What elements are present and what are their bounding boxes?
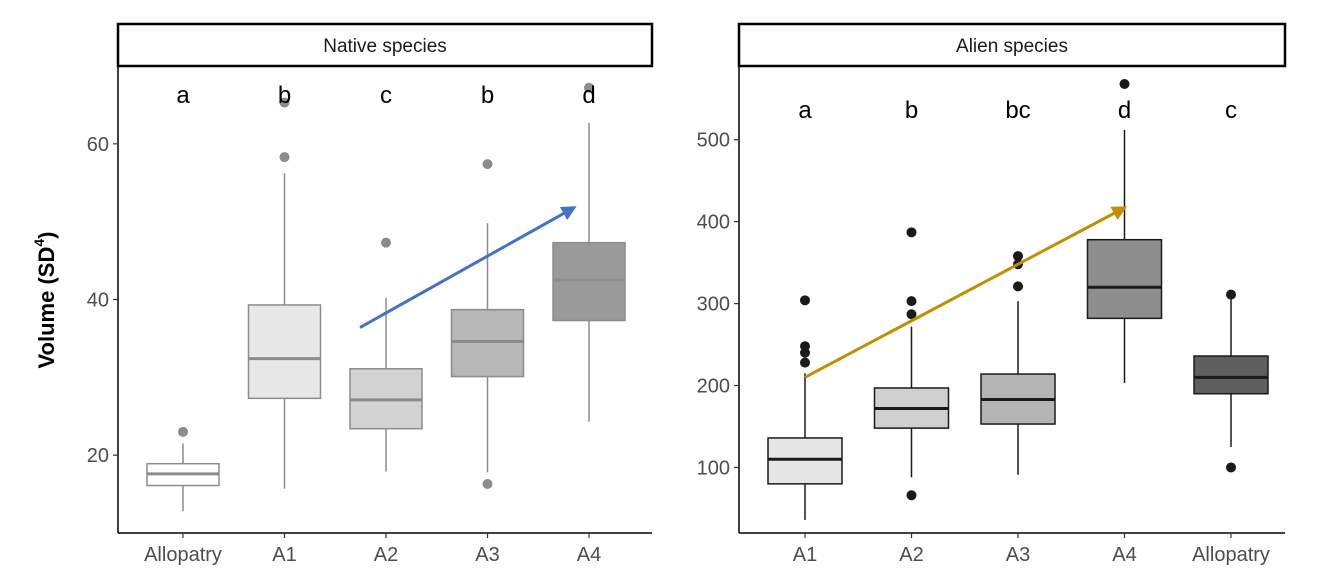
x-tick-label: Allopatry — [144, 544, 222, 566]
y-axis-label: Volume (SD4) — [31, 232, 59, 369]
x-tick-label: Allopatry — [1192, 544, 1270, 566]
x-tick-label: A1 — [272, 544, 296, 566]
y-axis-label-text: Volume — [34, 291, 59, 369]
box-a3 — [981, 251, 1055, 475]
panel-alien-species: Alien species 100 200 300 400 500 A1 A2 A3 A4 All… — [697, 24, 1285, 566]
box-a1 — [249, 98, 321, 489]
x-tick-label: A4 — [1112, 544, 1136, 566]
outlier-point — [1013, 281, 1023, 291]
box-allopatry — [147, 427, 219, 511]
outlier-point — [800, 341, 810, 351]
box-iqr — [553, 243, 625, 321]
box-a1 — [768, 295, 842, 520]
outlier-point — [1226, 290, 1236, 300]
box-iqr — [1088, 240, 1162, 319]
significance-letter: bc — [1005, 97, 1030, 124]
outlier-point — [800, 295, 810, 305]
y-tick-label: 400 — [697, 212, 730, 234]
y-tick-label: 100 — [697, 457, 730, 479]
outlier-point — [907, 490, 917, 500]
x-tick-label: A3 — [1006, 544, 1030, 566]
significance-letter: a — [176, 82, 190, 109]
significance-letter: d — [1118, 97, 1131, 124]
outlier-point — [907, 296, 917, 306]
trend-arrow — [805, 208, 1125, 378]
x-tick-label: A3 — [475, 544, 499, 566]
significance-letter: a — [798, 97, 812, 124]
significance-letter: b — [278, 82, 291, 109]
panel-title-native-species: Native species — [323, 36, 447, 57]
y-axis-label-exponent: 4 — [31, 239, 47, 247]
y-tick-label: 20 — [87, 445, 109, 467]
significance-letter: d — [582, 82, 595, 109]
significance-letter: c — [380, 82, 392, 109]
outlier-point — [800, 358, 810, 368]
x-tick-label: A1 — [793, 544, 817, 566]
box-a4 — [1088, 79, 1162, 383]
outlier-point — [381, 238, 391, 248]
x-tick-label: A4 — [577, 544, 601, 566]
box-iqr — [249, 305, 321, 398]
outlier-point — [907, 227, 917, 237]
significance-letter: c — [1225, 97, 1237, 124]
x-tick-label: A2 — [899, 544, 923, 566]
box-iqr — [452, 310, 524, 377]
y-tick-label: 500 — [697, 130, 730, 152]
significance-letter: b — [905, 97, 918, 124]
y-tick-label: 60 — [87, 134, 109, 156]
box-iqr — [1194, 356, 1268, 394]
panel-title-alien-species: Alien species — [956, 36, 1068, 57]
box-allopatry — [1194, 290, 1268, 473]
y-tick-label: 200 — [697, 376, 730, 398]
panel-native-species: Native species 20 40 60 Allopatry A1 A2 A3 A4 a b… — [87, 24, 652, 566]
outlier-point — [1013, 251, 1023, 261]
y-tick-label: 300 — [697, 294, 730, 316]
outlier-point — [178, 427, 188, 437]
outlier-point — [1226, 462, 1236, 472]
outlier-point — [280, 152, 290, 162]
y-tick-label: 40 — [87, 290, 109, 312]
box-a2 — [350, 238, 422, 472]
box-a2 — [875, 227, 949, 500]
outlier-point — [483, 159, 493, 169]
significance-letter: b — [481, 82, 494, 109]
box-iqr — [768, 438, 842, 484]
outlier-point — [483, 479, 493, 489]
box-a4 — [553, 83, 625, 422]
y-axis-label-unit: SD — [34, 247, 59, 278]
x-tick-label: A2 — [374, 544, 398, 566]
outlier-point — [1120, 79, 1130, 89]
box-a3 — [452, 159, 524, 489]
